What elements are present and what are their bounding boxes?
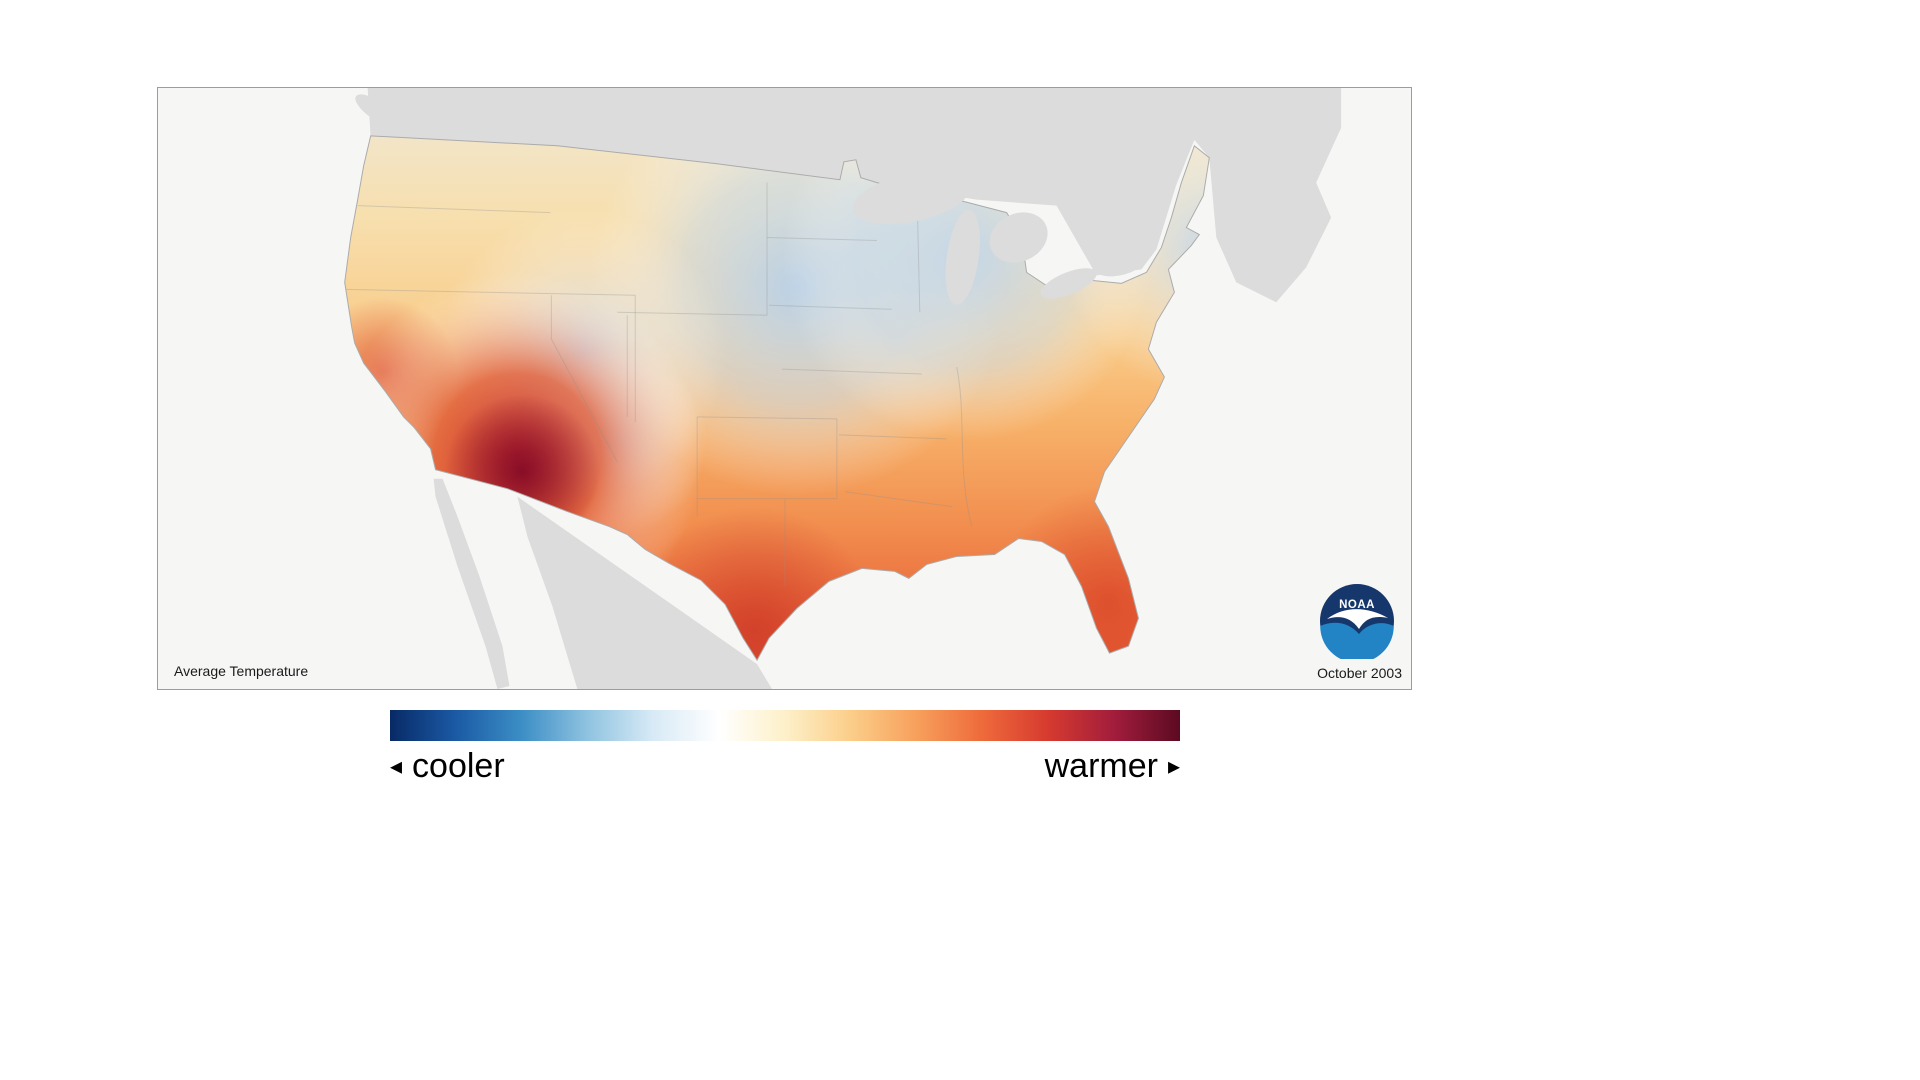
us-temperature-map — [158, 88, 1411, 689]
vancouver-island — [355, 94, 396, 126]
cooler-label-text: cooler — [412, 747, 505, 785]
noaa-logo-text: NOAA — [1339, 599, 1375, 611]
warmer-arrow-icon: ▸ — [1167, 753, 1180, 780]
mexico-landmass — [517, 496, 773, 689]
lake-huron — [989, 212, 1048, 263]
map-panel: NOAA Average Temperature October 2003 — [157, 87, 1412, 690]
canada-landmass — [367, 88, 1342, 303]
warmer-label-text: warmer — [1044, 747, 1158, 785]
great-lakes — [852, 171, 1143, 305]
map-date: October 2003 — [1317, 665, 1402, 681]
noaa-logo: NOAA — [1320, 584, 1394, 659]
cooler-arrow-icon: ◂ — [390, 753, 403, 780]
baja-california — [433, 478, 510, 689]
lake-ontario — [1095, 254, 1143, 277]
legend: ◂ cooler warmer ▸ — [390, 746, 1180, 787]
color-gradient-bar — [390, 710, 1180, 741]
map-caption: Average Temperature — [174, 663, 309, 679]
noaa-seagull-icon — [1327, 609, 1388, 629]
state-borders — [344, 182, 973, 587]
noaa-logo-wave — [1320, 622, 1394, 659]
lake-michigan — [945, 210, 980, 305]
legend-label-warmer: warmer ▸ — [1045, 746, 1180, 787]
legend-label-cooler: ◂ cooler — [390, 746, 505, 787]
lake-erie — [1040, 268, 1097, 299]
lake-superior — [852, 171, 971, 225]
